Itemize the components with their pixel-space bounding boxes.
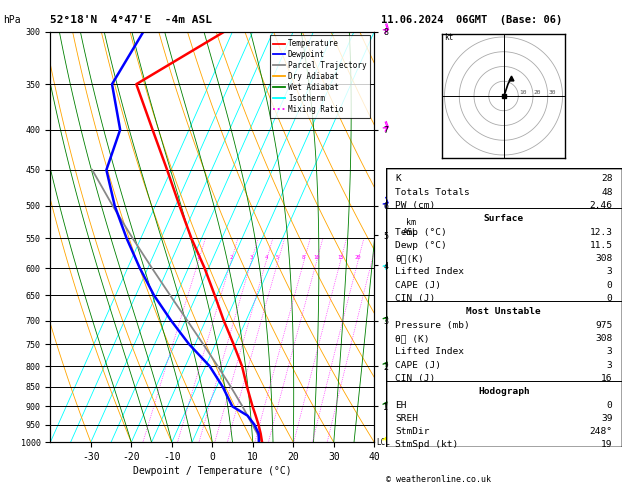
- Legend: Temperature, Dewpoint, Parcel Trajectory, Dry Adiabat, Wet Adiabat, Isotherm, Mi: Temperature, Dewpoint, Parcel Trajectory…: [270, 35, 370, 118]
- Text: 0: 0: [607, 400, 613, 410]
- Text: 0: 0: [607, 281, 613, 290]
- Text: 11.5: 11.5: [589, 241, 613, 250]
- Text: 12.3: 12.3: [589, 227, 613, 237]
- Text: 4: 4: [264, 255, 267, 260]
- Text: 52°18'N  4°47'E  -4m ASL: 52°18'N 4°47'E -4m ASL: [50, 15, 213, 25]
- Text: 3: 3: [607, 267, 613, 277]
- Text: Lifted Index: Lifted Index: [395, 347, 464, 356]
- Text: Pressure (mb): Pressure (mb): [395, 321, 470, 330]
- Text: 15: 15: [337, 255, 343, 260]
- Text: 2.46: 2.46: [589, 201, 613, 210]
- Text: © weatheronline.co.uk: © weatheronline.co.uk: [386, 474, 491, 484]
- Text: 308: 308: [596, 254, 613, 263]
- Text: 16: 16: [601, 374, 613, 383]
- Text: 28: 28: [601, 174, 613, 183]
- Text: 248°: 248°: [589, 427, 613, 436]
- Text: SREH: SREH: [395, 414, 418, 423]
- Text: 19: 19: [601, 440, 613, 450]
- X-axis label: Dewpoint / Temperature (°C): Dewpoint / Temperature (°C): [133, 466, 292, 476]
- Text: 20: 20: [534, 89, 542, 94]
- Text: StmSpd (kt): StmSpd (kt): [395, 440, 459, 450]
- Text: 11.06.2024  06GMT  (Base: 06): 11.06.2024 06GMT (Base: 06): [381, 15, 562, 25]
- Text: θᴇ (K): θᴇ (K): [395, 334, 430, 343]
- Text: 10: 10: [313, 255, 320, 260]
- Text: CAPE (J): CAPE (J): [395, 361, 441, 370]
- Text: 10: 10: [519, 89, 526, 94]
- Text: 308: 308: [596, 334, 613, 343]
- Text: K: K: [395, 174, 401, 183]
- Text: 39: 39: [601, 414, 613, 423]
- Text: θᴇ(K): θᴇ(K): [395, 254, 424, 263]
- Text: LCL: LCL: [376, 438, 390, 447]
- Text: 1: 1: [196, 255, 199, 260]
- Text: hPa: hPa: [3, 15, 21, 25]
- Text: 30: 30: [548, 89, 556, 94]
- Text: EH: EH: [395, 400, 406, 410]
- Text: Lifted Index: Lifted Index: [395, 267, 464, 277]
- Text: StmDir: StmDir: [395, 427, 430, 436]
- Text: 48: 48: [601, 188, 613, 197]
- Text: CIN (J): CIN (J): [395, 294, 435, 303]
- Text: Totals Totals: Totals Totals: [395, 188, 470, 197]
- Text: 3: 3: [607, 347, 613, 356]
- Text: 5: 5: [276, 255, 279, 260]
- Text: kt: kt: [445, 33, 454, 42]
- Text: Surface: Surface: [484, 214, 524, 223]
- Text: Temp (°C): Temp (°C): [395, 227, 447, 237]
- Text: PW (cm): PW (cm): [395, 201, 435, 210]
- Text: CAPE (J): CAPE (J): [395, 281, 441, 290]
- Text: 0: 0: [607, 294, 613, 303]
- Text: Most Unstable: Most Unstable: [467, 308, 541, 316]
- Text: 2: 2: [229, 255, 232, 260]
- Y-axis label: km
ASL: km ASL: [403, 218, 418, 237]
- Text: 3: 3: [249, 255, 253, 260]
- Text: 8: 8: [302, 255, 305, 260]
- Text: CIN (J): CIN (J): [395, 374, 435, 383]
- Text: 3: 3: [607, 361, 613, 370]
- Text: Hodograph: Hodograph: [478, 387, 530, 396]
- Text: Dewp (°C): Dewp (°C): [395, 241, 447, 250]
- Text: 975: 975: [596, 321, 613, 330]
- Text: 20: 20: [354, 255, 361, 260]
